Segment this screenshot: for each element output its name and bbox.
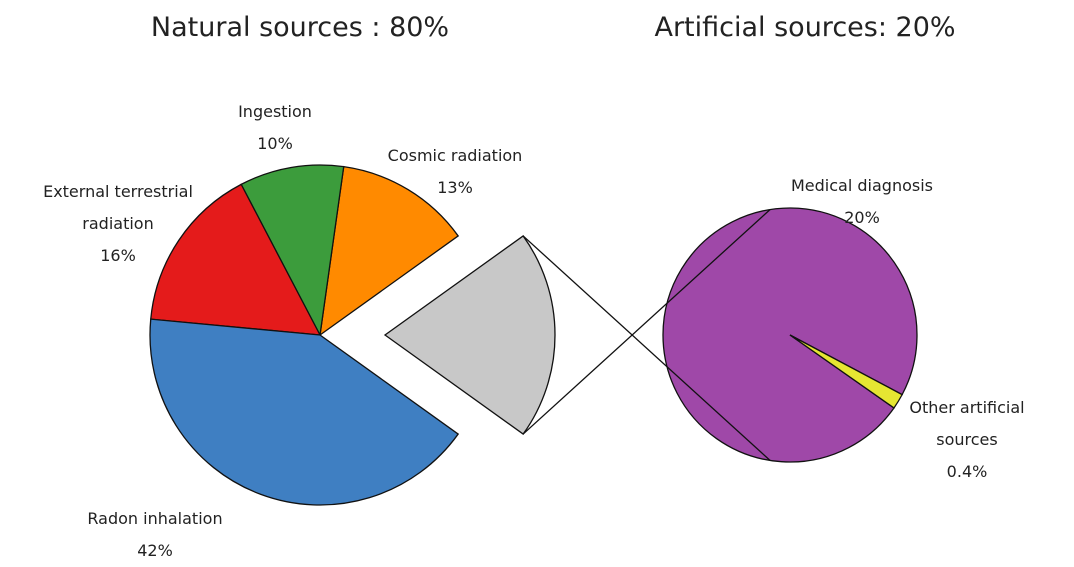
connector-line	[522, 235, 771, 461]
pie-slice	[383, 235, 556, 435]
slice-name: Ingestion	[238, 102, 312, 121]
slice-value: 20%	[844, 208, 880, 227]
pie-slice	[149, 318, 460, 506]
pie-slice	[150, 183, 322, 336]
slice-name: External terrestrial radiation	[43, 182, 193, 233]
pie-slice	[319, 165, 460, 337]
slice-value: 10%	[257, 134, 293, 153]
slice-label: Medical diagnosis 20%	[762, 170, 962, 234]
slice-name: Medical diagnosis	[791, 176, 933, 195]
connector-line	[522, 209, 771, 435]
chart-title: Natural sources : 80%	[150, 12, 450, 43]
slice-label: Radon inhalation 42%	[55, 503, 255, 567]
slice-value: 0.4%	[946, 462, 988, 481]
slice-label: Other artificial sources 0.4%	[902, 392, 1032, 488]
chart-title: Artificial sources: 20%	[654, 12, 956, 43]
pie-slice	[240, 164, 345, 338]
slice-name: Cosmic radiation	[387, 146, 523, 165]
slice-value: 13%	[437, 178, 473, 197]
slice-name: Other artificial sources	[909, 398, 1025, 449]
pie-slice	[789, 334, 904, 409]
slice-value: 16%	[100, 246, 136, 265]
slice-name: Radon inhalation	[87, 509, 223, 528]
slice-label: Cosmic radiation 13%	[370, 140, 540, 204]
slice-label: Ingestion 10%	[215, 96, 335, 160]
slice-value: 42%	[137, 541, 173, 560]
slice-label: External terrestrial radiation 16%	[23, 176, 213, 272]
